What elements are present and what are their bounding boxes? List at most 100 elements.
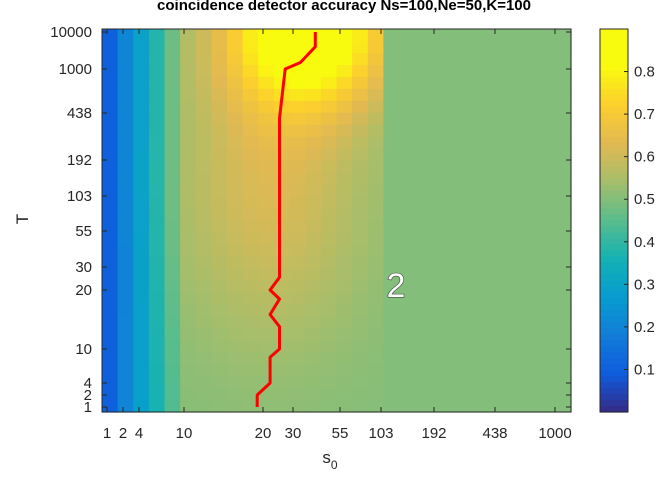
heatmap-cell: [383, 376, 400, 389]
heatmap-cell: [492, 160, 510, 174]
colorbar-tick-label: 0.3: [634, 276, 655, 293]
heatmap-cell: [367, 29, 384, 42]
heatmap-cell: [399, 124, 416, 138]
heatmap-cell: [180, 112, 197, 126]
heatmap-cell: [414, 148, 431, 162]
heatmap-cell: [117, 244, 134, 258]
heatmap-cell: [320, 400, 338, 413]
heatmap-cell: [102, 376, 119, 389]
heatmap-cell: [383, 280, 400, 293]
heatmap-cell: [336, 328, 353, 341]
heatmap-cell: [352, 88, 369, 102]
heatmap-cell: [273, 52, 291, 66]
heatmap-cell: [227, 196, 244, 210]
heatmap-cell: [414, 244, 431, 258]
heatmap-cell: [430, 256, 447, 269]
heatmap-cell: [242, 184, 259, 198]
heatmap-cell: [195, 100, 213, 114]
heatmap-cell: [305, 148, 322, 162]
colorbar-segment: [600, 238, 628, 246]
heatmap-cell: [289, 136, 306, 150]
heatmap-cell: [164, 136, 181, 150]
heatmap-cell: [102, 244, 119, 258]
heatmap-cell: [336, 208, 353, 222]
heatmap-cell: [133, 160, 150, 174]
heatmap-cell: [289, 88, 306, 102]
colorbar-segment: [600, 46, 628, 54]
x-axis-label: s0: [322, 448, 338, 472]
x-tick-label: 103: [368, 425, 393, 442]
heatmap-cell: [430, 64, 447, 78]
heatmap-cell: [336, 64, 353, 78]
heatmap-cell: [227, 244, 244, 258]
heatmap-cell: [492, 352, 510, 365]
y-tick-label: 1000: [59, 61, 92, 78]
heatmap-cell: [477, 40, 494, 54]
heatmap-cell: [492, 136, 510, 150]
heatmap-cell: [258, 136, 275, 150]
heatmap-cell: [524, 364, 541, 377]
heatmap-cell: [242, 244, 259, 258]
colorbar-segment: [600, 358, 628, 365]
heatmap-cell: [477, 280, 494, 293]
heatmap-cell: [477, 376, 494, 389]
heatmap-cell: [367, 208, 384, 222]
heatmap-cell: [227, 64, 244, 78]
x-tick-label: 55: [332, 425, 349, 442]
heatmap-cell: [164, 316, 181, 329]
heatmap-cell: [242, 40, 259, 54]
colorbar-segment: [600, 262, 628, 269]
heatmap-cell: [508, 268, 525, 281]
heatmap-cell: [383, 256, 400, 269]
heatmap-cell: [492, 64, 510, 78]
heatmap-cell: [320, 136, 338, 150]
heatmap-cell: [148, 196, 166, 210]
heatmap-cell: [117, 364, 134, 377]
heatmap-cell: [508, 52, 525, 66]
heatmap-cell: [367, 220, 384, 234]
colorbar-segment: [600, 226, 628, 234]
colorbar-segment: [600, 106, 628, 114]
heatmap-cell: [352, 64, 369, 78]
heatmap-cell: [399, 196, 416, 210]
heatmap-cell: [336, 364, 353, 377]
heatmap-cell: [508, 304, 525, 317]
heatmap-cell: [508, 148, 525, 162]
heatmap-cell: [102, 352, 119, 365]
heatmap-cell: [492, 292, 510, 305]
heatmap-cell: [539, 220, 556, 234]
heatmap-cell: [227, 304, 244, 317]
heatmap-cell: [133, 304, 150, 317]
heatmap-cell: [430, 364, 447, 377]
colorbar-segment: [600, 256, 628, 263]
heatmap-cell: [289, 172, 306, 186]
heatmap-cell: [211, 340, 228, 353]
heatmap-cell: [320, 52, 338, 66]
heatmap-cell: [273, 172, 291, 186]
heatmap-cell: [508, 136, 525, 150]
heatmap-cell: [195, 88, 213, 102]
heatmap-cell: [383, 136, 400, 150]
heatmap-cell: [383, 292, 400, 305]
heatmap-cell: [227, 29, 244, 42]
heatmap-cell: [195, 232, 213, 246]
heatmap-cell: [258, 400, 275, 413]
heatmap-cell: [508, 76, 525, 90]
heatmap-cell: [477, 88, 494, 102]
heatmap-cell: [477, 100, 494, 114]
heatmap-cell: [399, 352, 416, 365]
heatmap-cell: [148, 244, 166, 258]
heatmap-cell: [524, 100, 541, 114]
heatmap-cell: [539, 148, 556, 162]
heatmap-cell: [383, 316, 400, 329]
heatmap-cell: [383, 160, 400, 174]
heatmap-cell: [102, 220, 119, 234]
heatmap-cell: [305, 88, 322, 102]
heatmap-cell: [164, 196, 181, 210]
heatmap-cell: [148, 340, 166, 353]
heatmap-cell: [477, 76, 494, 90]
heatmap-cell: [367, 40, 384, 54]
heatmap-cell: [227, 40, 244, 54]
heatmap-cell: [524, 88, 541, 102]
heatmap-cell: [555, 244, 572, 258]
